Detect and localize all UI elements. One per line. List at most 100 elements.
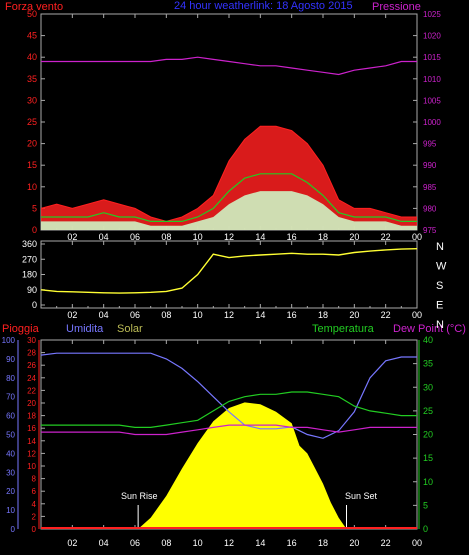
compass-label: N bbox=[436, 241, 444, 253]
x-tick-label: 14 bbox=[255, 538, 265, 548]
x-tick-label: 10 bbox=[193, 538, 203, 548]
y-tick-label-pressure: 995 bbox=[423, 140, 437, 149]
compass-label: E bbox=[436, 300, 443, 312]
chart-title: 24 hour weatherlink: 18 Agosto 2015 bbox=[174, 0, 353, 12]
pressure-line bbox=[41, 56, 417, 76]
solar-label: Solar bbox=[117, 323, 143, 335]
x-tick-label: 04 bbox=[99, 310, 109, 320]
x-tick-label: 18 bbox=[318, 310, 328, 320]
y-tick-label-rain: 16 bbox=[27, 424, 36, 433]
x-tick-label: 02 bbox=[67, 232, 77, 242]
x-tick-label: 06 bbox=[130, 538, 140, 548]
y-tick-label-pressure: 990 bbox=[423, 161, 437, 170]
x-tick-label: 12 bbox=[224, 310, 234, 320]
y-tick-label-wind: 25 bbox=[27, 117, 37, 127]
y-tick-label-humidity: 80 bbox=[6, 374, 15, 383]
y-tick-label-rain: 8 bbox=[32, 475, 37, 484]
compass-label: W bbox=[436, 261, 447, 273]
compass-label: N bbox=[436, 319, 444, 331]
y-tick-label-wind: 0 bbox=[32, 225, 37, 235]
y-tick-label-humidity: 30 bbox=[6, 468, 15, 477]
y-tick-label-humidity: 0 bbox=[11, 525, 16, 534]
rain-label: Pioggia bbox=[2, 323, 40, 335]
x-tick-label: 08 bbox=[161, 232, 171, 242]
y-tick-label-pressure: 1025 bbox=[423, 10, 441, 19]
y-tick-label-humidity: 20 bbox=[6, 487, 15, 496]
x-tick-label: 04 bbox=[99, 232, 109, 242]
x-tick-label: 16 bbox=[287, 310, 297, 320]
y-tick-label-temperature: 30 bbox=[423, 382, 433, 392]
y-tick-label-wind: 50 bbox=[27, 9, 37, 19]
y-tick-label-humidity: 60 bbox=[6, 412, 15, 421]
sunrise-label: Sun Rise bbox=[121, 491, 158, 501]
y-tick-label-temperature: 0 bbox=[423, 524, 428, 534]
y-tick-label-humidity: 10 bbox=[6, 506, 15, 515]
x-tick-label: 16 bbox=[287, 232, 297, 242]
y-tick-label-direction: 90 bbox=[27, 285, 37, 295]
x-tick-label: 06 bbox=[130, 232, 140, 242]
compass-label: S bbox=[436, 280, 443, 292]
y-tick-label-pressure: 1010 bbox=[423, 75, 441, 84]
humidity-line bbox=[40, 352, 417, 439]
solar-area bbox=[138, 402, 347, 529]
temperature-label: Temperatura bbox=[312, 323, 375, 335]
y-tick-label-rain: 30 bbox=[27, 336, 36, 345]
y-tick-label-humidity: 100 bbox=[2, 336, 16, 345]
x-tick-label: 04 bbox=[99, 538, 109, 548]
x-tick-label: 00 bbox=[412, 538, 422, 548]
y-tick-label-temperature: 5 bbox=[423, 500, 428, 510]
x-tick-label: 08 bbox=[161, 310, 171, 320]
y-tick-label-pressure: 1015 bbox=[423, 53, 441, 62]
y-tick-label-rain: 26 bbox=[27, 361, 36, 370]
y-tick-label-wind: 20 bbox=[27, 139, 37, 149]
y-tick-label-rain: 14 bbox=[27, 437, 36, 446]
y-tick-label-rain: 20 bbox=[27, 399, 36, 408]
x-tick-label: 12 bbox=[224, 538, 234, 548]
y-tick-label-pressure: 1020 bbox=[423, 32, 441, 41]
humidity-label: Umidita bbox=[66, 323, 104, 335]
y-tick-label-wind: 15 bbox=[27, 160, 37, 170]
y-tick-label-direction: 270 bbox=[22, 254, 37, 264]
x-tick-label: 16 bbox=[287, 538, 297, 548]
x-tick-label: 20 bbox=[349, 538, 359, 548]
y-tick-label-temperature: 40 bbox=[423, 335, 433, 345]
x-tick-label: 02 bbox=[67, 310, 77, 320]
dew-point-label: Dew Point (°C) bbox=[393, 323, 466, 335]
y-tick-label-wind: 45 bbox=[27, 31, 37, 41]
x-tick-label: 18 bbox=[318, 538, 328, 548]
y-tick-label-rain: 24 bbox=[27, 374, 36, 383]
y-tick-label-pressure: 975 bbox=[423, 226, 437, 235]
x-tick-label: 08 bbox=[161, 538, 171, 548]
y-tick-label-wind: 10 bbox=[27, 182, 37, 192]
wind-area bbox=[41, 191, 417, 230]
y-tick-label-direction: 0 bbox=[32, 300, 37, 310]
wind-axis-label: Forza vento bbox=[5, 1, 63, 13]
dew-point-line bbox=[41, 424, 417, 436]
sunset-label: Sun Set bbox=[345, 491, 378, 501]
y-tick-label-rain: 2 bbox=[32, 512, 37, 521]
avg-wind-line bbox=[41, 173, 417, 222]
y-tick-label-pressure: 980 bbox=[423, 204, 437, 213]
wind-direction-line bbox=[40, 248, 418, 294]
y-tick-label-humidity: 40 bbox=[6, 449, 15, 458]
y-tick-label-wind: 40 bbox=[27, 52, 37, 62]
x-tick-label: 00 bbox=[412, 232, 422, 242]
y-tick-label-humidity: 50 bbox=[6, 431, 15, 440]
y-tick-label-rain: 4 bbox=[32, 500, 37, 509]
y-tick-label-rain: 0 bbox=[32, 525, 37, 534]
y-tick-label-rain: 6 bbox=[32, 487, 37, 496]
y-tick-label-temperature: 20 bbox=[423, 430, 433, 440]
y-tick-label-temperature: 10 bbox=[423, 477, 433, 487]
direction-panel-frame bbox=[40, 240, 418, 309]
temperature-line bbox=[41, 391, 417, 428]
y-tick-label-rain: 18 bbox=[27, 412, 36, 421]
y-tick-label-wind: 30 bbox=[27, 95, 37, 105]
y-tick-label-rain: 10 bbox=[27, 462, 36, 471]
pressure-axis-label: Pressione bbox=[372, 1, 421, 13]
x-tick-label: 22 bbox=[381, 232, 391, 242]
x-tick-label: 18 bbox=[318, 232, 328, 242]
y-tick-label-rain: 22 bbox=[27, 386, 36, 395]
y-tick-label-humidity: 90 bbox=[6, 355, 15, 364]
x-tick-label: 06 bbox=[130, 310, 140, 320]
